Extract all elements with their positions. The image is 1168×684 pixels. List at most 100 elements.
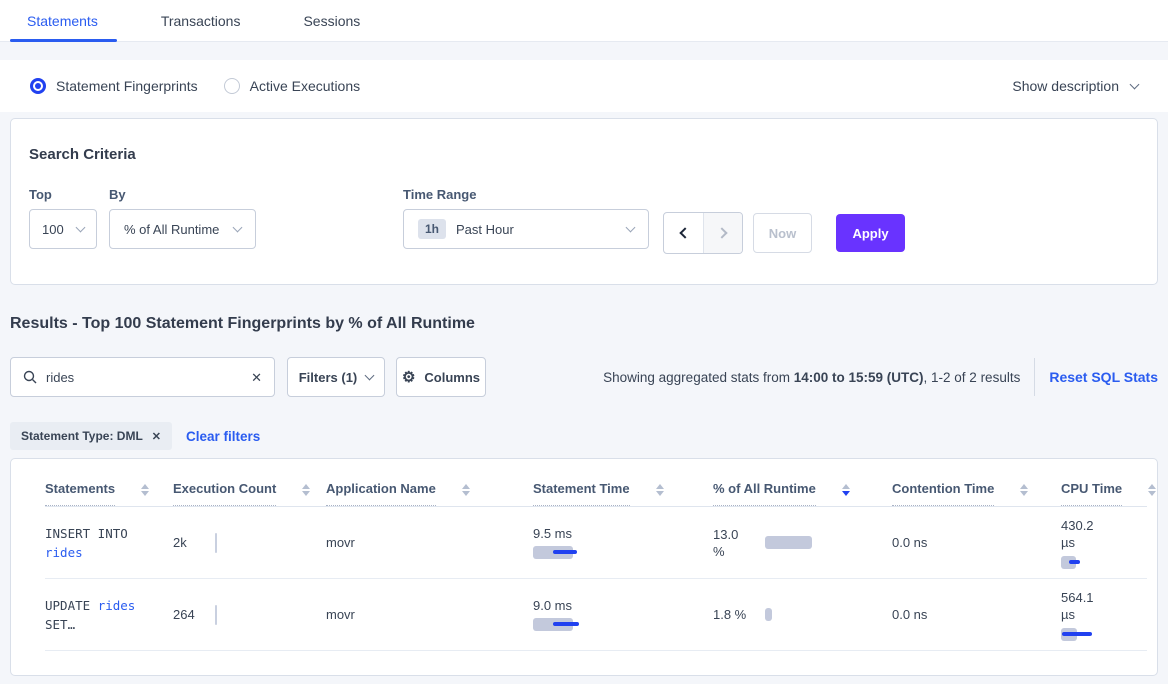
column-header-application-name[interactable]: Application Name — [326, 481, 533, 506]
statement-link[interactable]: rides — [97, 597, 136, 613]
chevron-left-icon — [679, 227, 691, 239]
by-label: By — [109, 187, 126, 202]
mean-bar — [553, 550, 577, 554]
execution-count-cell: 264 — [173, 604, 326, 625]
filter-chip-label: Statement Type: DML — [21, 429, 143, 443]
tab-statements[interactable]: Statements — [27, 12, 98, 29]
results-summary: Showing aggregated stats from 14:00 to 1… — [603, 370, 1020, 385]
radio-active-executions[interactable]: Active Executions — [223, 78, 361, 94]
column-header-contention-time[interactable]: Contention Time — [892, 481, 1061, 506]
chevron-down-icon — [232, 222, 243, 232]
time-range-select[interactable]: 1h Past Hour — [403, 209, 649, 249]
apply-button[interactable]: Apply — [836, 214, 905, 252]
next-time-button[interactable] — [703, 213, 742, 253]
radio-statement-fingerprints[interactable]: Statement Fingerprints — [30, 78, 198, 94]
columns-button[interactable]: ⚙ Columns — [396, 357, 486, 397]
tab-sessions[interactable]: Sessions — [303, 12, 361, 29]
sort-icon-descending[interactable] — [841, 484, 850, 496]
pct-of-runtime-cell: 13.0 % — [713, 526, 892, 560]
remove-filter-icon[interactable]: ✕ — [151, 430, 162, 443]
statement-fingerprint-cell[interactable]: UPDATE rides SET… — [45, 596, 157, 634]
top-select[interactable]: 100 — [29, 209, 97, 249]
active-tab-underline — [10, 39, 117, 42]
application-name-cell: movr — [326, 535, 355, 550]
column-header-label[interactable]: Statement Time — [533, 481, 630, 506]
reset-sql-stats-link[interactable]: Reset SQL Stats — [1049, 369, 1158, 385]
results-heading: Results - Top 100 Statement Fingerprints… — [10, 315, 475, 332]
divider — [1034, 358, 1036, 396]
clear-search-icon[interactable]: ✕ — [251, 369, 262, 385]
mean-bar — [1069, 559, 1080, 564]
sort-icon[interactable] — [302, 484, 311, 496]
sql-text: UPDATE — [45, 597, 98, 613]
table-row: UPDATE rides SET… 264 movr 9.0 ms 1.8 % … — [45, 579, 1147, 651]
table-header-row: Statements Execution Count Application N… — [45, 459, 1157, 507]
summary-prefix: Showing aggregated stats from — [603, 369, 794, 385]
column-header-execution-count[interactable]: Execution Count — [173, 481, 326, 506]
time-range-value: Past Hour — [456, 221, 514, 237]
statement-time-value: 9.0 ms — [533, 598, 573, 613]
radio-unselected-icon — [223, 78, 240, 94]
search-criteria-card: Search Criteria Top 100 By % of All Runt… — [10, 118, 1158, 285]
column-header-label[interactable]: % of All Runtime — [713, 481, 816, 506]
search-criteria-title: Search Criteria — [29, 146, 136, 163]
statement-search-box[interactable]: ✕ — [10, 357, 275, 397]
search-icon — [23, 370, 37, 384]
execution-count-bar — [215, 532, 217, 553]
column-header-cpu-time[interactable]: CPU Time — [1061, 481, 1157, 506]
sort-icon[interactable] — [1020, 484, 1029, 496]
clear-filters-link[interactable]: Clear filters — [186, 428, 261, 444]
cpu-time-cell: 564.1 µs — [1061, 589, 1147, 641]
execution-count-bar — [215, 604, 217, 625]
chevron-down-icon — [364, 370, 375, 380]
column-header-label[interactable]: Execution Count — [173, 481, 277, 506]
pct-bar — [765, 536, 812, 549]
pct-of-runtime-cell: 1.8 % — [713, 606, 892, 623]
column-header-label[interactable]: Contention Time — [892, 481, 995, 506]
column-header-statements[interactable]: Statements — [45, 481, 173, 506]
column-header-label[interactable]: Application Name — [326, 481, 436, 506]
by-select[interactable]: % of All Runtime — [109, 209, 256, 249]
filters-button[interactable]: Filters (1) — [287, 357, 385, 397]
statement-link[interactable]: rides — [45, 544, 83, 560]
previous-time-button[interactable] — [664, 213, 703, 253]
now-button[interactable]: Now — [753, 213, 812, 253]
statement-time-cell: 9.5 ms — [533, 526, 713, 559]
sort-icon[interactable] — [141, 484, 150, 496]
by-select-value: % of All Runtime — [124, 221, 220, 237]
statement-fingerprint-cell[interactable]: INSERT INTO rides — [45, 524, 157, 562]
contention-time-cell: 0.0 ns — [892, 607, 928, 622]
pct-of-runtime-value: 13.0 % — [713, 526, 739, 559]
top-label: Top — [29, 187, 52, 202]
filters-button-label: Filters (1) — [298, 369, 358, 385]
summary-suffix: , 1-2 of 2 results — [923, 369, 1021, 385]
execution-count-cell: 2k — [173, 532, 326, 553]
sort-icon[interactable] — [461, 484, 470, 496]
execution-count-value: 2k — [173, 535, 187, 550]
chevron-down-icon — [1129, 79, 1140, 89]
sort-icon[interactable] — [655, 484, 664, 496]
column-header-label[interactable]: Statements — [45, 481, 116, 506]
tab-transactions[interactable]: Transactions — [160, 12, 241, 29]
column-header-pct-of-all-runtime[interactable]: % of All Runtime — [713, 481, 892, 506]
gear-icon: ⚙ — [401, 368, 416, 386]
show-description-toggle[interactable]: Show description — [1012, 78, 1140, 94]
pct-of-runtime-value: 1.8 % — [713, 607, 747, 622]
mean-bar — [553, 622, 579, 626]
filter-chip-statement-type[interactable]: Statement Type: DML ✕ — [10, 422, 173, 450]
top-select-value: 100 — [42, 221, 64, 237]
radio-label: Active Executions — [249, 78, 361, 94]
sql-activity-tabbar: Statements Transactions Sessions — [0, 0, 1168, 42]
chevron-down-icon — [75, 222, 86, 232]
statements-table: Statements Execution Count Application N… — [10, 458, 1158, 676]
chevron-down-icon — [625, 222, 636, 232]
sort-icon[interactable] — [1148, 484, 1157, 496]
radio-selected-icon — [30, 78, 46, 94]
results-controls: ✕ Filters (1) ⚙ Columns Showing aggregat… — [10, 357, 1158, 397]
search-input[interactable] — [46, 369, 252, 385]
column-header-label[interactable]: CPU Time — [1061, 481, 1123, 506]
summary-time-range: 14:00 to 15:59 (UTC) — [793, 369, 924, 385]
view-toggle-bar: Statement Fingerprints Active Executions… — [0, 60, 1168, 112]
column-header-statement-time[interactable]: Statement Time — [533, 481, 713, 506]
cpu-time-value: 564.1 µs — [1061, 589, 1094, 622]
